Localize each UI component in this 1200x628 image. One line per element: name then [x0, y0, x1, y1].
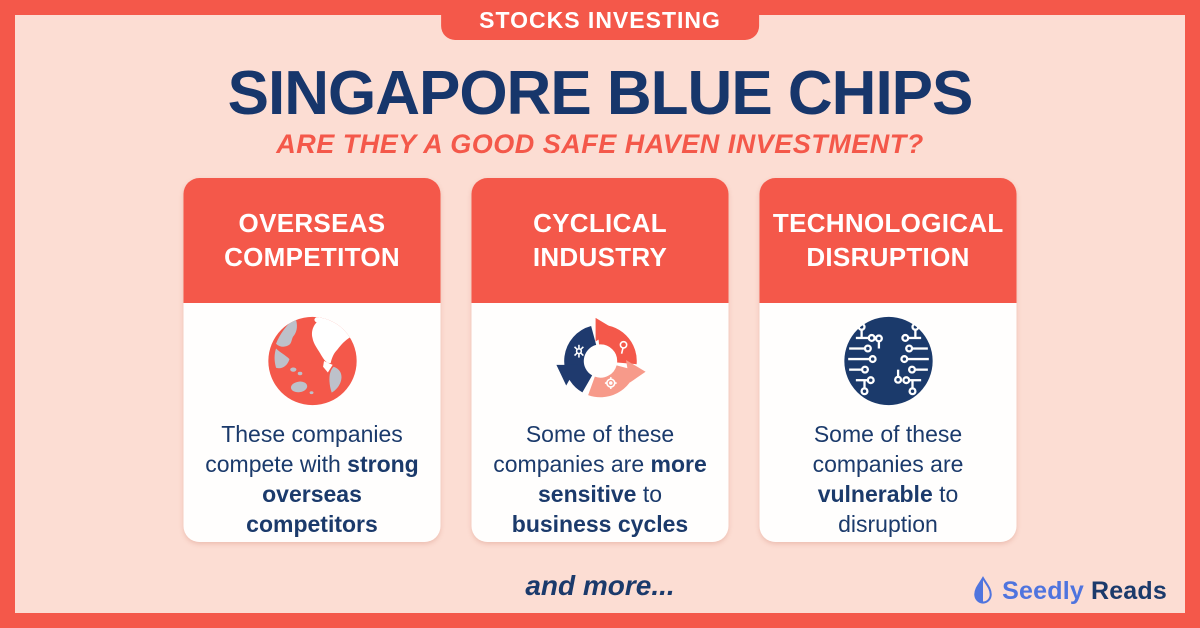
- card-title: CYCLICAL INDUSTRY: [471, 178, 729, 303]
- risk-cards-row: OVERSEAS COMPETITON: [183, 178, 1017, 542]
- circuit-icon: [840, 311, 936, 411]
- text-normal: These companies compete with: [205, 421, 403, 477]
- page-subtitle: ARE THEY A GOOD SAFE HAVEN INVESTMENT?: [276, 129, 924, 159]
- seedly-droplet-icon: [971, 576, 995, 606]
- card-description: Some of these companies are more sensiti…: [486, 419, 714, 539]
- text-normal: Some of these companies are: [493, 421, 675, 477]
- brand-name-secondary: Reads: [1090, 576, 1167, 605]
- text-bold: more sensitive: [537, 451, 707, 507]
- card-description: Some of these companies are vulnerable t…: [774, 419, 1002, 539]
- globe-icon: [264, 311, 360, 411]
- text-bold: strong overseas competitors: [246, 451, 419, 537]
- card-body: These companies compete with strong over…: [183, 303, 441, 542]
- text-bold: vulnerable: [817, 481, 933, 507]
- card-cyclical-industry: CYCLICAL INDUSTRY: [471, 178, 729, 542]
- brand-name-primary: Seedly: [1002, 576, 1084, 605]
- card-description: These companies compete with strong over…: [198, 419, 426, 539]
- text-normal: to: [636, 481, 663, 507]
- and-more-label: and more...: [525, 570, 675, 601]
- text-normal: Some of these companies are: [812, 421, 964, 477]
- category-banner: STOCKS INVESTING: [441, 0, 759, 40]
- text-normal: to disruption: [838, 481, 959, 537]
- card-overseas-competition: OVERSEAS COMPETITON: [183, 178, 441, 542]
- card-body: Some of these companies are vulnerable t…: [759, 303, 1017, 542]
- card-body: Some of these companies are more sensiti…: [471, 303, 729, 542]
- card-technological-disruption: TECHNOLOGICAL DISRUPTION: [759, 178, 1017, 542]
- seedly-reads-logo[interactable]: Seedly Reads: [971, 576, 1167, 606]
- page-title: SINGAPORE BLUE CHIPS: [227, 59, 974, 128]
- card-title: OVERSEAS COMPETITON: [183, 178, 441, 303]
- card-title: TECHNOLOGICAL DISRUPTION: [759, 178, 1017, 303]
- text-bold: business cycles: [511, 511, 689, 537]
- category-banner-label: STOCKS INVESTING: [479, 6, 721, 33]
- cycle-arrows-icon: [551, 311, 649, 411]
